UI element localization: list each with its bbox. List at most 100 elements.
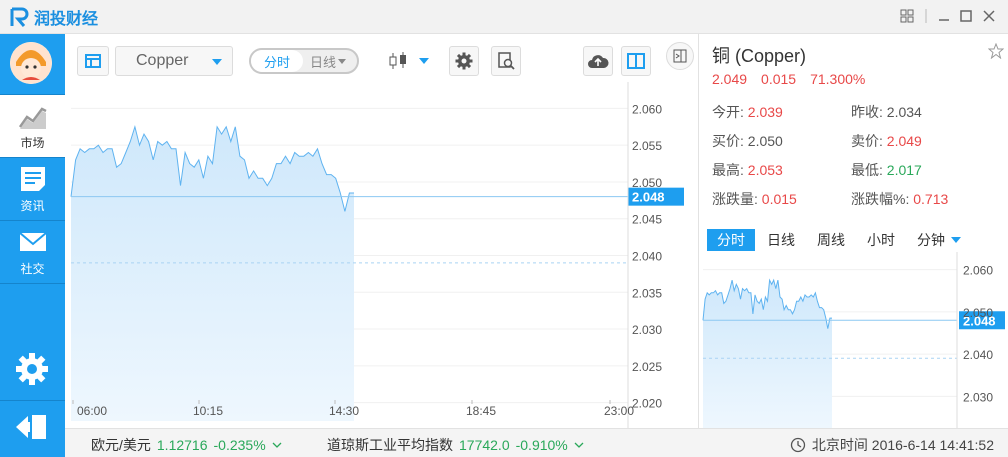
price-line	[702, 278, 832, 329]
tab-hourly[interactable]: 小时	[867, 232, 895, 248]
quote-panel: 铜 (Copper) 2.049 0.015 71.300% 今开: 2.039…	[698, 34, 1008, 428]
y-tick-label: 2.045	[632, 213, 662, 227]
ticker-price: 1.12716	[156, 437, 208, 453]
split-view-button[interactable]	[621, 46, 651, 76]
chevron-down-icon	[419, 58, 429, 64]
y-tick-label: 2.055	[632, 139, 662, 153]
quote-low: 最低: 2.017	[851, 160, 922, 180]
intraday-chart[interactable]: 2.048 2.060 2.055 2.050 2.045 2.040 2.035 2.030…	[65, 82, 698, 428]
x-tick-label: 10:15	[193, 404, 223, 418]
period-daily-label: 日线	[309, 54, 336, 70]
field-value: 2.050	[747, 133, 783, 149]
document-search-icon	[498, 52, 515, 70]
chevron-down-icon	[951, 237, 961, 243]
period-intraday-option[interactable]: 分时	[251, 50, 303, 72]
sidebar-item-label: 资讯	[20, 199, 45, 213]
field-label: 卖价:	[851, 133, 883, 149]
list-view-button[interactable]	[77, 46, 109, 76]
gear-icon	[455, 52, 473, 70]
y-tick-label: 2.060	[632, 102, 662, 116]
field-label: 涨跌量:	[712, 191, 758, 207]
logo-icon	[10, 7, 29, 27]
clock-icon	[790, 437, 806, 453]
field-label: 昨收:	[851, 104, 883, 120]
ticker-dow-jones[interactable]: 道琼斯工业平均指数 17742.0 -0.910%	[327, 435, 584, 455]
price-area	[71, 126, 354, 422]
app-title: 润投财经	[34, 11, 99, 28]
y-tick-label: 2.030	[963, 390, 993, 404]
field-value: 2.053	[747, 162, 783, 178]
last-price-tag	[628, 187, 684, 206]
symbol-select[interactable]: Copper	[115, 46, 233, 76]
chevron-down-icon	[574, 442, 584, 448]
field-label: 买价:	[712, 133, 744, 149]
ticker-change: -0.235%	[213, 437, 266, 453]
minimize-button[interactable]	[935, 7, 953, 25]
avatar[interactable]	[10, 42, 52, 84]
mini-price-chart[interactable]: 2.048 2.060 2.050 2.040 2.030	[699, 252, 1008, 428]
ticker-eurusd[interactable]: 欧元/美元 1.12716 -0.235%	[91, 435, 282, 455]
x-tick-label: 14:30	[329, 404, 359, 418]
chevron-down-icon	[272, 442, 282, 448]
y-tick-label: 2.020	[632, 397, 662, 411]
sidebar-item-market[interactable]: 市场	[0, 95, 65, 157]
cloud-upload-button[interactable]	[583, 46, 613, 76]
collapse-panel-button[interactable]	[666, 42, 694, 70]
sidebar-item-news[interactable]: 资讯	[0, 158, 65, 220]
ticker-change: -0.910%	[515, 437, 568, 453]
tab-daily[interactable]: 日线	[767, 232, 795, 248]
maximize-button[interactable]	[957, 7, 975, 25]
candlestick-type-button[interactable]	[379, 46, 437, 76]
settings-button[interactable]	[449, 46, 479, 76]
field-value: 0.015	[761, 191, 797, 207]
y-tick-label: 2.050	[963, 306, 993, 320]
field-label: 今开:	[712, 104, 744, 120]
clock-text: 北京时间 2016-6-14 14:41:52	[811, 437, 994, 453]
instrument-name: 铜 (Copper)	[712, 46, 807, 66]
quote-prev-close: 昨收: 2.034	[851, 102, 922, 122]
layout-grid-icon[interactable]	[898, 7, 916, 25]
symbol-select-value: Copper	[136, 52, 189, 69]
quote-change-amount: 涨跌量: 0.015	[712, 189, 797, 209]
quote-bid: 买价: 2.050	[712, 131, 783, 151]
search-detail-button[interactable]	[491, 46, 521, 76]
news-icon	[20, 167, 45, 191]
chevron-down-icon	[338, 59, 346, 64]
y-tick-label: 2.030	[632, 323, 662, 337]
mini-chart-tabs: 分时 日线 周线 小时 分钟	[707, 229, 973, 251]
candlestick-icon	[389, 52, 406, 69]
field-value: 2.017	[886, 162, 922, 178]
field-value: 2.034	[886, 104, 922, 120]
field-value: 0.713	[913, 191, 949, 207]
chart-panel: Copper 分时 日线	[65, 34, 698, 428]
x-tick-label: 18:45	[466, 404, 496, 418]
star-icon[interactable]	[988, 43, 1004, 59]
field-label: 最高:	[712, 162, 744, 178]
ticker-bar: 欧元/美元 1.12716 -0.235% 道琼斯工业平均指数 17742.0 …	[65, 428, 1008, 457]
sidebar-item-social[interactable]: 社交	[0, 221, 65, 283]
price-line	[70, 124, 354, 212]
y-tick-label: 2.025	[632, 360, 662, 374]
exit-icon[interactable]	[14, 412, 48, 442]
close-button[interactable]	[980, 7, 998, 25]
period-daily-option[interactable]: 日线	[303, 50, 353, 72]
tab-intraday[interactable]: 分时	[707, 229, 755, 251]
tab-minute[interactable]: 分钟	[907, 229, 971, 251]
x-tick-label: 23:00	[604, 404, 634, 418]
x-tick-label: 06:00	[77, 404, 107, 418]
y-tick-label: 2.050	[632, 176, 662, 190]
table-icon	[85, 54, 101, 68]
period-toggle[interactable]: 分时 日线	[249, 48, 359, 74]
chart-toolbar: Copper 分时 日线	[65, 34, 698, 82]
field-value: 2.049	[886, 133, 922, 149]
tab-minute-label: 分钟	[917, 232, 945, 248]
y-tick-label: 2.035	[632, 286, 662, 300]
app-logo: 润投财经	[8, 6, 98, 28]
price-change: 0.015	[761, 71, 797, 87]
field-label: 涨跌幅%:	[851, 191, 910, 207]
tab-weekly[interactable]: 周线	[817, 232, 845, 248]
gear-icon[interactable]	[15, 352, 49, 386]
ticker-name: 欧元/美元	[91, 437, 151, 453]
quote-high: 最高: 2.053	[712, 160, 783, 180]
quote-summary: 2.049 0.015 71.300%	[712, 71, 865, 87]
